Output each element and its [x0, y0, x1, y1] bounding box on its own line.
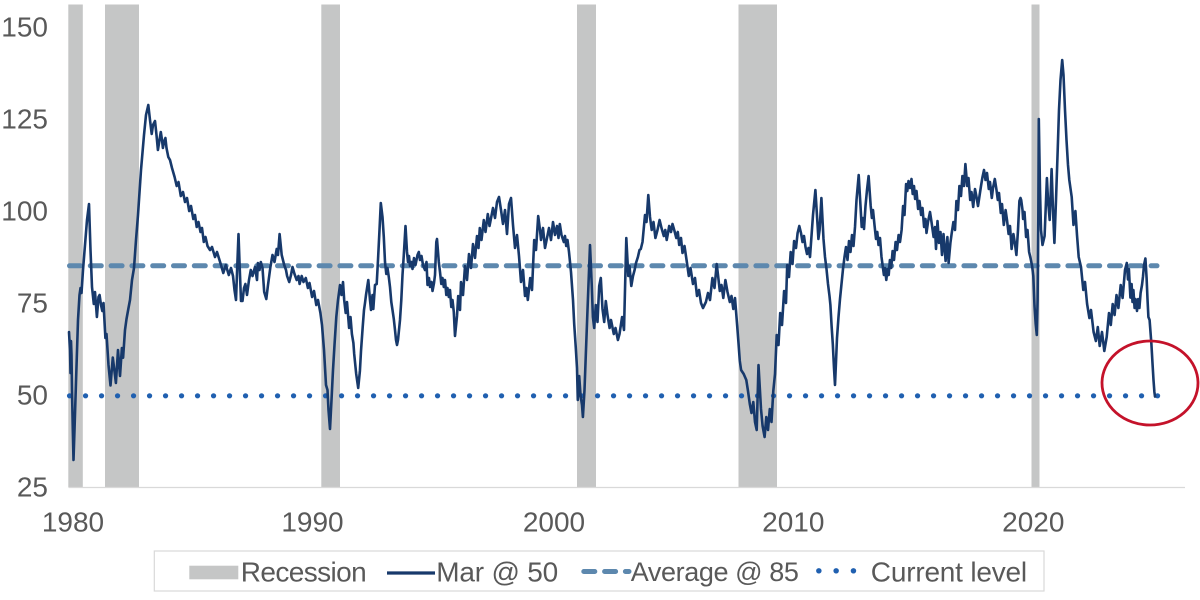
svg-text:2000: 2000 [523, 507, 585, 538]
svg-text:Current level: Current level [871, 557, 1027, 588]
svg-text:125: 125 [1, 104, 48, 135]
svg-text:1980: 1980 [42, 507, 104, 538]
svg-text:50: 50 [17, 380, 48, 411]
svg-text:Recession: Recession [241, 557, 366, 588]
svg-text:Average @ 85: Average @ 85 [631, 557, 799, 587]
svg-text:2010: 2010 [762, 507, 824, 538]
svg-text:1990: 1990 [281, 507, 343, 538]
svg-text:2020: 2020 [1002, 507, 1064, 538]
svg-text:100: 100 [1, 196, 48, 227]
svg-text:75: 75 [17, 288, 48, 319]
svg-text:150: 150 [1, 12, 48, 43]
svg-text:Mar @ 50: Mar @ 50 [436, 557, 558, 588]
svg-text:25: 25 [17, 472, 48, 503]
